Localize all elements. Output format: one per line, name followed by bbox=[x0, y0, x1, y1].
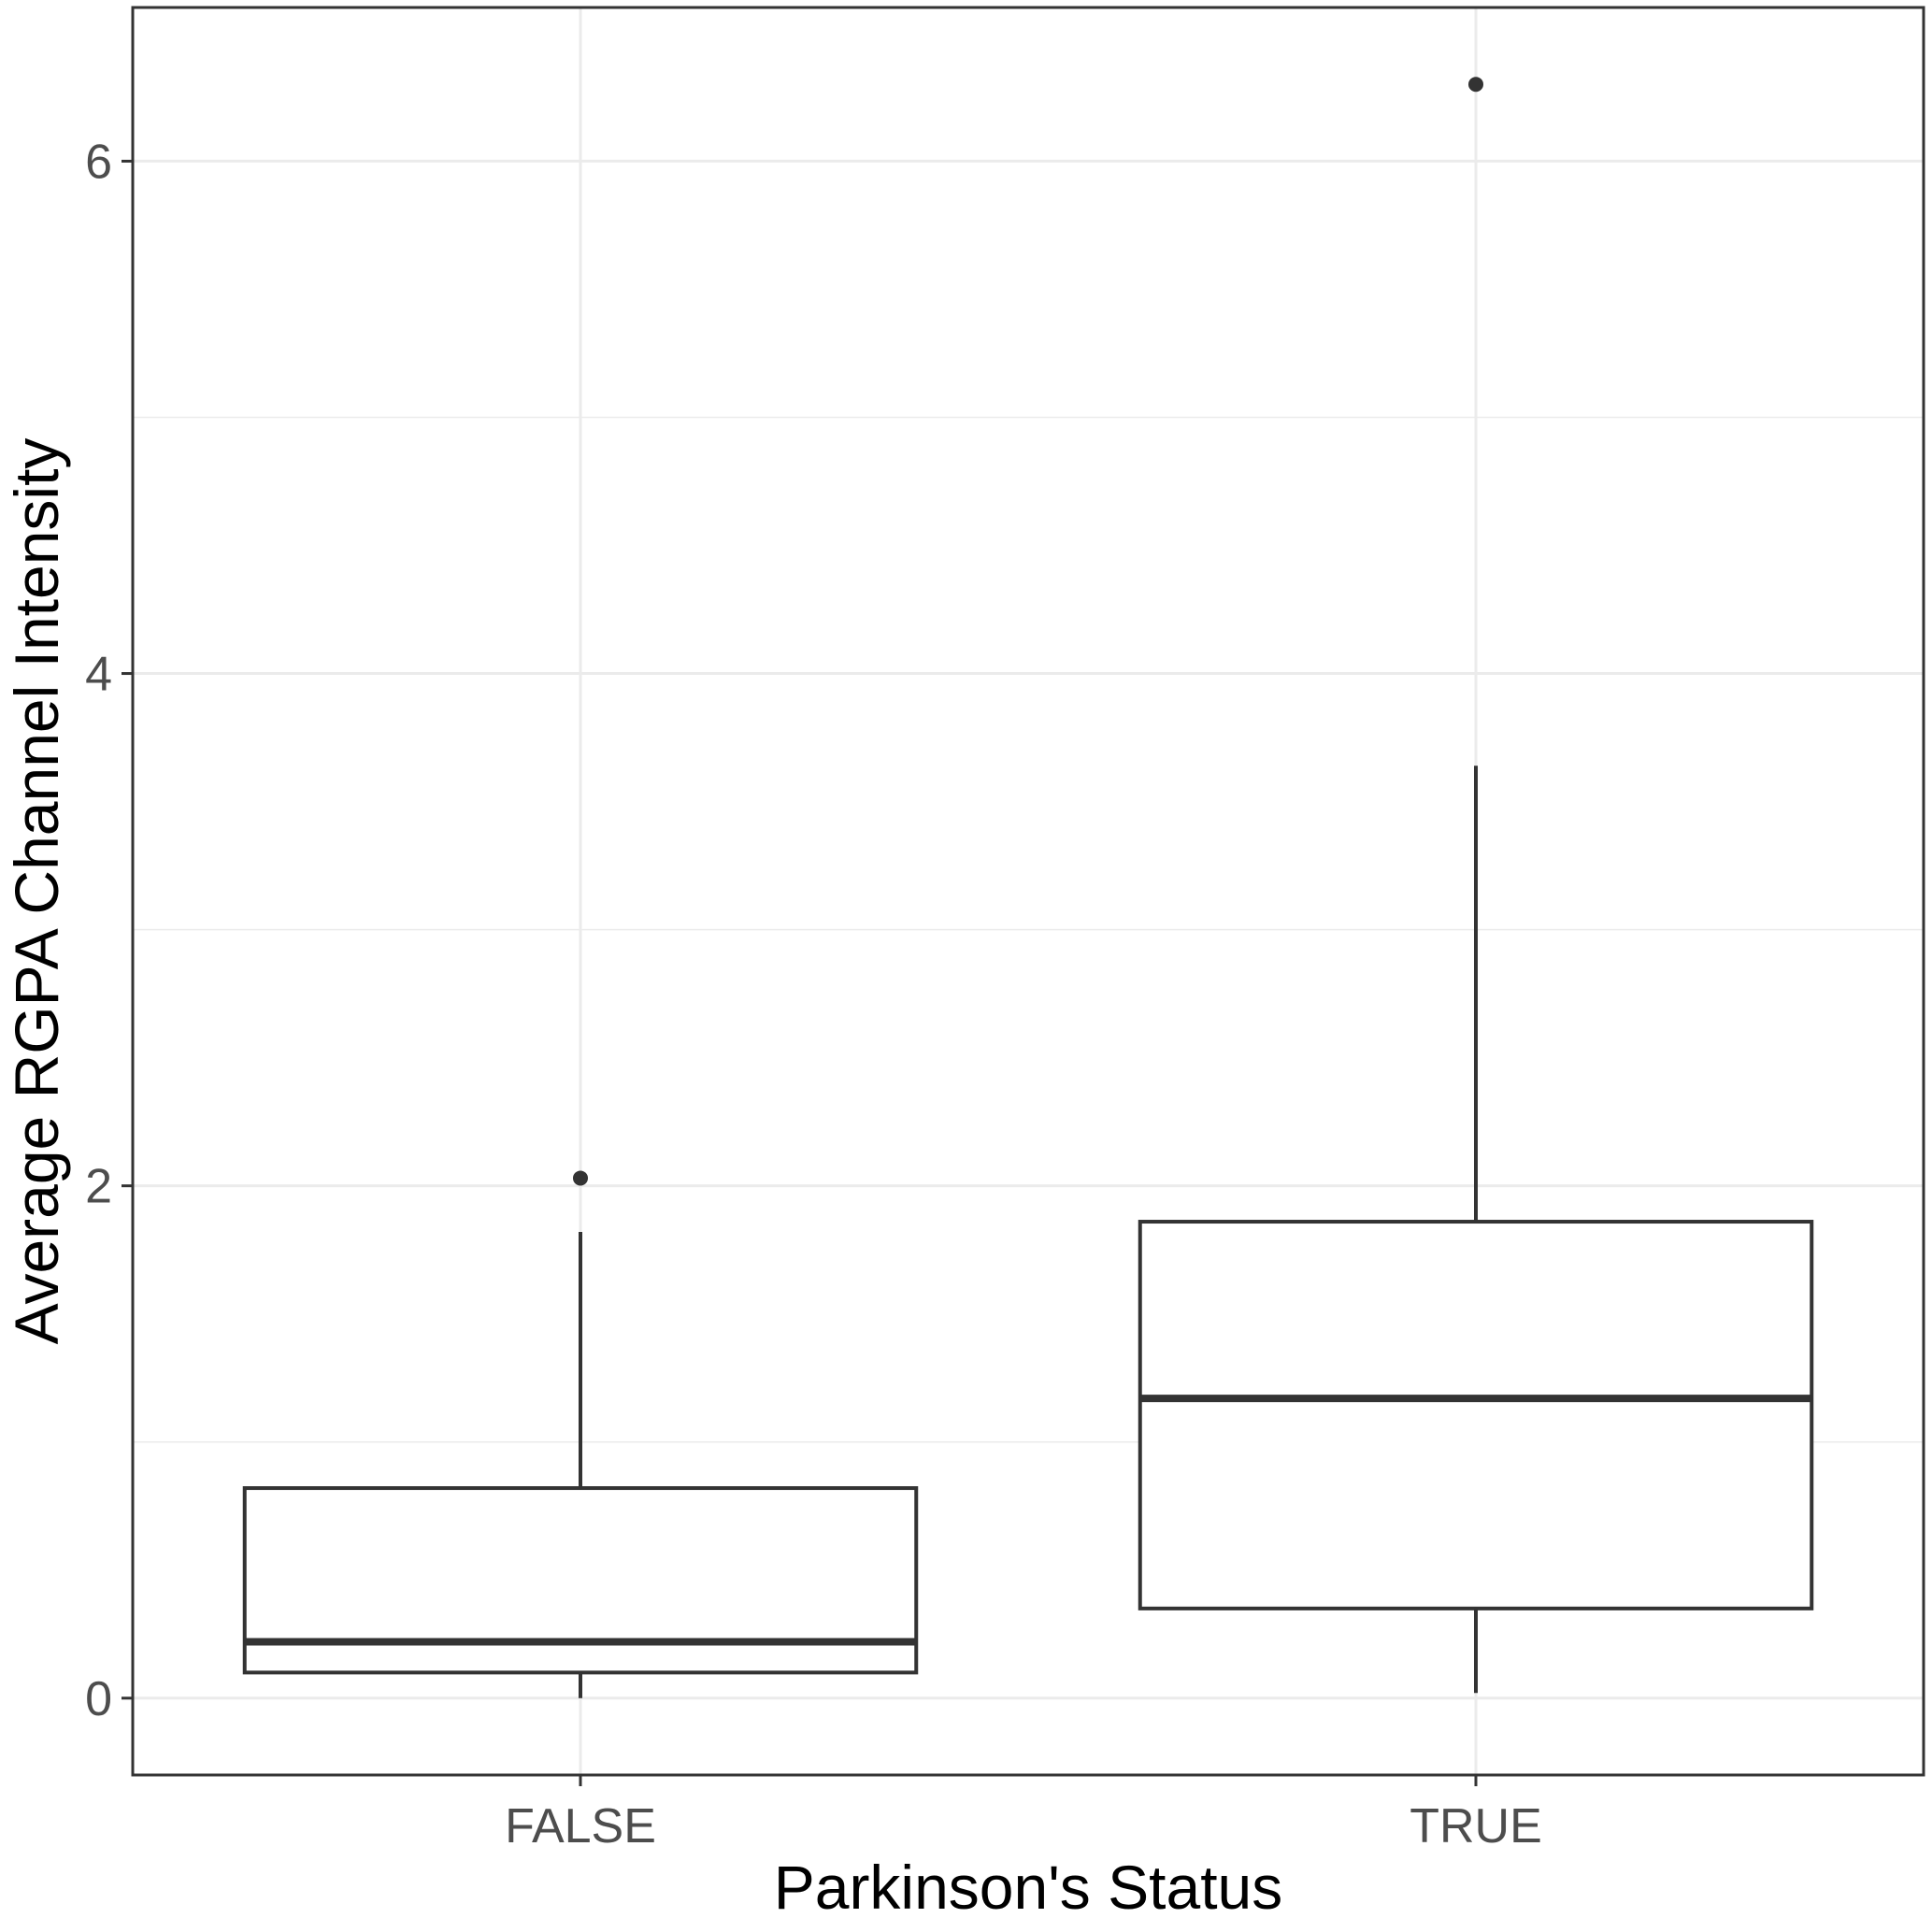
x-tick-label: TRUE bbox=[1410, 1799, 1542, 1854]
outlier-point bbox=[573, 1170, 588, 1186]
outlier-point bbox=[1468, 77, 1483, 93]
y-tick-label: 4 bbox=[85, 648, 112, 702]
x-axis-title: Parkinson's Status bbox=[774, 1853, 1283, 1918]
x-tick-label: FALSE bbox=[505, 1799, 656, 1854]
y-axis: 0 2 4 6 bbox=[85, 135, 133, 1726]
x-axis: FALSE TRUE bbox=[505, 1775, 1542, 1854]
y-axis-title: Average RGPA Channel Intensity bbox=[2, 438, 71, 1345]
grid bbox=[133, 7, 1924, 1775]
boxes bbox=[242, 77, 1814, 1698]
box-false bbox=[242, 1170, 919, 1698]
y-tick-label: 6 bbox=[85, 135, 112, 189]
box-true bbox=[1138, 77, 1814, 1694]
y-tick-label: 2 bbox=[85, 1160, 112, 1214]
panel-border bbox=[131, 6, 1925, 1777]
y-tick-label: 0 bbox=[85, 1672, 112, 1726]
iqr-box bbox=[1138, 1220, 1814, 1610]
